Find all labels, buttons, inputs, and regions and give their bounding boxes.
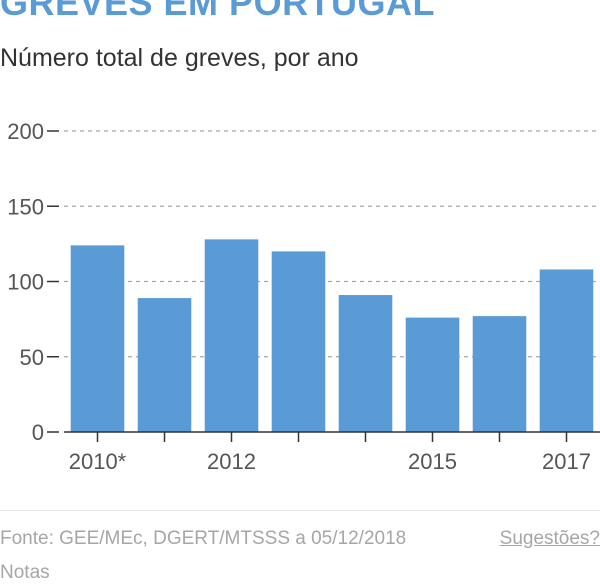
chart-title: GREVES EM PORTUGAL [0,0,436,23]
suggestions-link[interactable]: Sugestões? [499,528,600,549]
y-tick-label: 200 [7,119,44,144]
bar [271,251,326,432]
x-tick-label: 2010* [69,449,127,474]
y-tick-label: 0 [32,420,44,445]
bar-chart: 0 50 100 150 200 2010* 2012 2015 2017 [7,119,600,474]
footer-divider [0,510,600,511]
bar [539,269,594,432]
source-note: Fonte: GEE/MEc, DGERT/MTSSS a 05/12/2018 [0,528,407,549]
bar [137,298,192,432]
y-tick-label: 50 [20,345,44,370]
bar [70,245,125,432]
bar [405,317,460,432]
bar [338,295,393,432]
chart-subtitle: Número total de greves, por ano [0,44,359,72]
x-tick-label: 2012 [207,449,256,474]
x-tick-label: 2015 [408,449,457,474]
bar [472,316,527,432]
notes-link[interactable]: Notas [0,562,50,583]
y-tick-label: 100 [7,270,44,295]
bar [204,239,259,432]
y-tick-label: 150 [7,194,44,219]
x-tick-label: 2017 [542,449,591,474]
